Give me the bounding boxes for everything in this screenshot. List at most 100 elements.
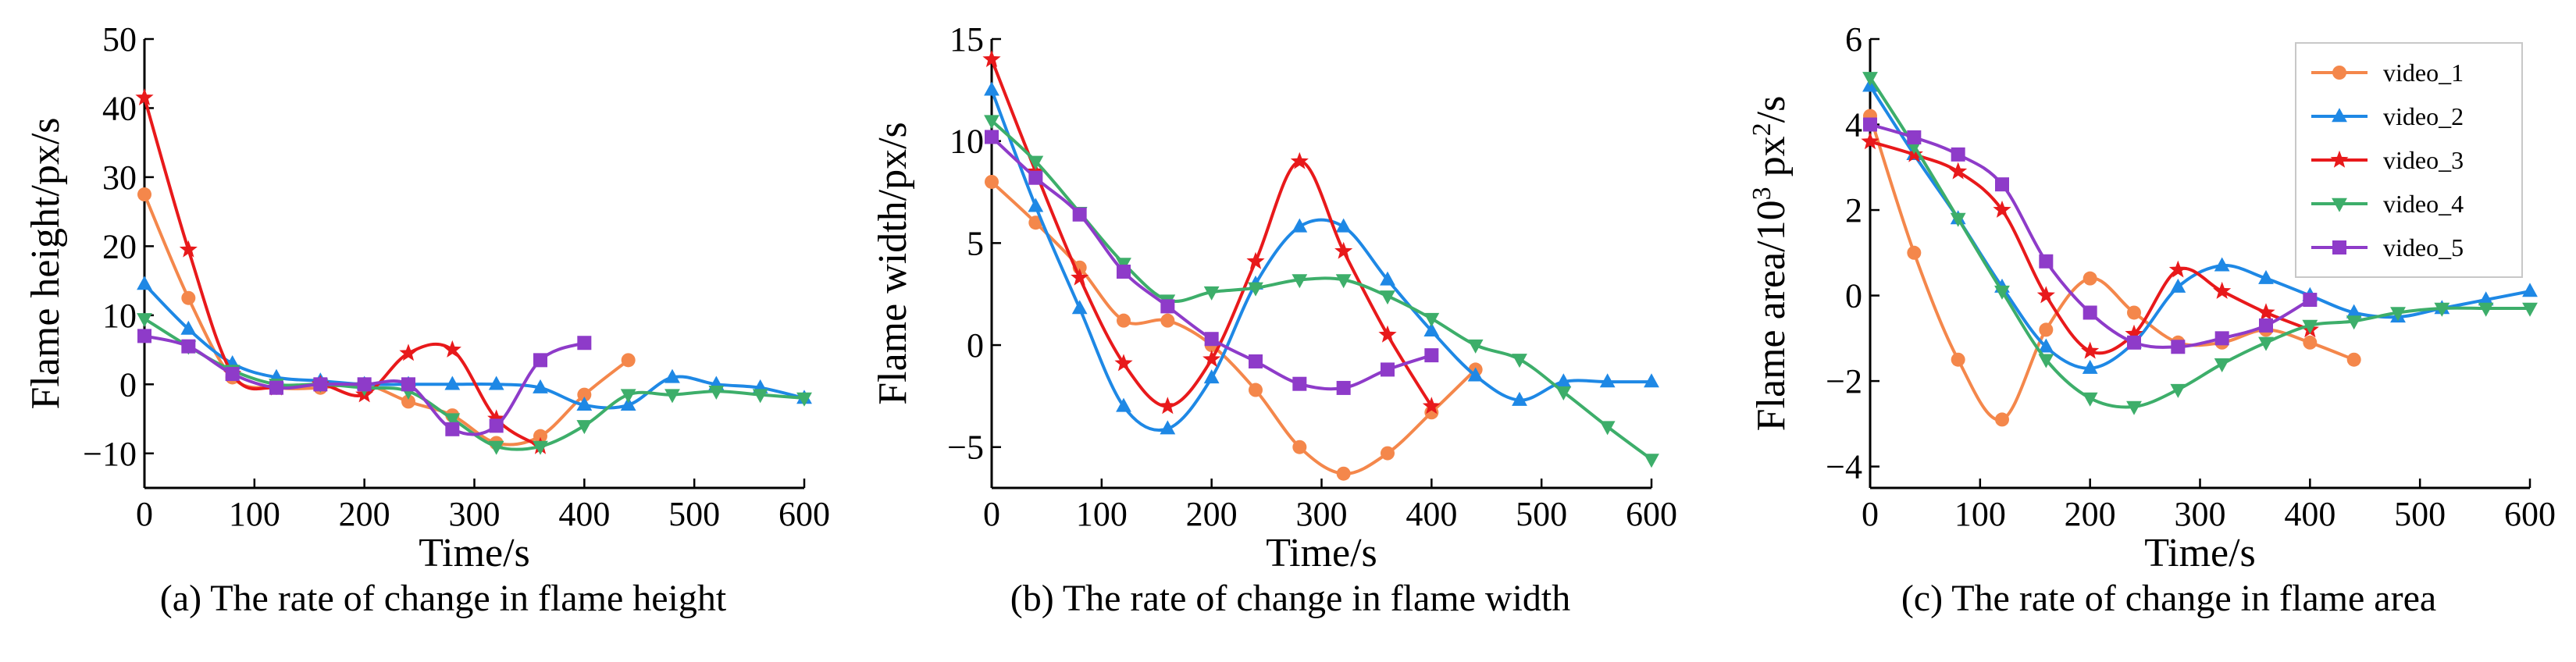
y-tick-label: 0 [967,326,984,365]
data-point-video-3 [135,88,154,105]
series-video-1 [137,187,636,450]
data-point-video-4 [533,440,548,455]
data-point-video-5 [445,422,460,436]
data-point-video-5 [489,418,504,433]
y-axis-label-part: /s [1749,96,1794,123]
series-line-video-3 [1869,140,2311,355]
y-axis-label-part: 2 [1748,123,1776,136]
data-point-video-1 [401,394,415,409]
series-video-1 [985,174,1483,481]
data-point-video-4 [576,420,593,435]
legend-marker-video-4 [2332,198,2347,212]
data-point-video-1 [1907,245,1922,260]
series-video-4 [1862,72,2538,415]
data-point-video-2 [2346,304,2362,319]
legend-label-video-3: video_3 [2383,146,2464,174]
series-video-5 [137,329,592,436]
data-point-video-5 [2127,335,2141,350]
data-point-video-2 [664,368,680,383]
data-point-video-2 [180,320,197,335]
y-tick-label: −5 [947,429,984,467]
data-point-video-4 [620,389,636,404]
data-point-video-3 [2036,286,2055,304]
data-point-video-5 [533,353,547,368]
data-point-video-5 [1117,264,1131,279]
data-point-video-5 [2171,340,2186,354]
data-point-video-4 [137,313,152,328]
data-point-video-2 [1028,198,1044,212]
y-tick-label: −2 [1826,362,1862,400]
y-tick-label: 5 [967,224,984,262]
data-point-video-3 [443,340,461,358]
data-point-video-5 [2039,254,2054,269]
data-point-video-1 [1995,412,2009,427]
x-tick-label: 500 [1516,495,1567,533]
data-point-video-2 [984,81,999,96]
data-point-video-2 [1071,300,1088,315]
data-point-video-1 [621,353,636,368]
data-point-video-3 [1202,350,1221,368]
x-tick-label: 600 [1626,495,1677,533]
data-point-video-4 [2126,400,2142,415]
x-tick-label: 400 [1406,495,1457,533]
data-point-video-5 [1292,376,1307,391]
data-point-video-1 [577,387,592,402]
data-point-video-1 [1951,352,1965,367]
data-point-video-1 [985,174,999,189]
data-point-video-1 [1028,215,1043,230]
x-tick-label: 100 [1954,495,2006,533]
legend: video_1 video_2 video_3 video_4 video_5 [2295,42,2523,278]
series-line-video-2 [990,89,1651,432]
data-point-video-4 [1467,339,1484,354]
data-point-video-1 [2083,271,2097,286]
data-point-video-5 [985,130,999,144]
data-point-video-1 [1249,383,1263,397]
data-point-video-3 [487,409,506,427]
data-point-video-4 [2434,302,2450,317]
x-tick-label: 200 [339,495,390,533]
data-point-video-5 [401,377,415,392]
data-point-video-5 [357,377,372,392]
series-line-video-4 [143,317,805,451]
data-point-video-4 [752,389,768,404]
data-point-video-3 [1071,268,1089,286]
data-point-video-4 [2082,392,2098,407]
panel-caption: (b) The rate of change in flame width [1010,578,1571,619]
data-point-video-3 [1378,325,1397,343]
data-point-video-4 [1335,274,1352,289]
data-point-video-3 [1158,397,1177,415]
y-axis-label-part: Flame area/10 [1749,200,1794,431]
data-point-video-3 [1026,162,1045,180]
data-point-video-2 [1423,322,1440,336]
y-axis-label: Flame height/px/s [23,117,68,409]
y-axis-label-part: 3 [1748,187,1776,200]
data-point-video-3 [179,240,198,258]
data-point-video-1 [2303,335,2318,350]
data-point-video-5 [2259,318,2273,333]
data-point-video-2 [137,276,152,290]
data-point-video-5 [1160,299,1175,314]
legend-marker-video-2 [2332,108,2347,123]
y-tick-label: −10 [83,435,137,473]
data-point-video-4 [2478,302,2494,317]
data-point-video-5 [181,339,196,354]
data-point-video-4 [796,392,812,407]
series-video-3 [1861,132,2319,359]
legend-label-video-2: video_2 [2383,102,2464,130]
data-point-video-5 [1951,147,1965,162]
y-tick-label: 15 [950,20,984,59]
data-point-video-3 [2213,281,2232,299]
data-point-video-5 [1072,207,1087,222]
data-point-video-2 [2522,283,2538,297]
series-line-video-3 [143,97,542,448]
x-tick-label: 300 [1296,495,1348,533]
data-point-video-1 [137,187,151,202]
y-tick-label: 4 [1845,106,1862,144]
y-tick-label: 50 [102,20,137,59]
legend-marker-video-1 [2332,66,2346,80]
data-point-video-5 [1204,332,1219,347]
data-point-video-2 [1116,397,1131,412]
data-point-video-1 [2039,322,2054,337]
legend-marker-video-5 [2332,240,2346,254]
data-point-video-4 [2214,358,2230,372]
